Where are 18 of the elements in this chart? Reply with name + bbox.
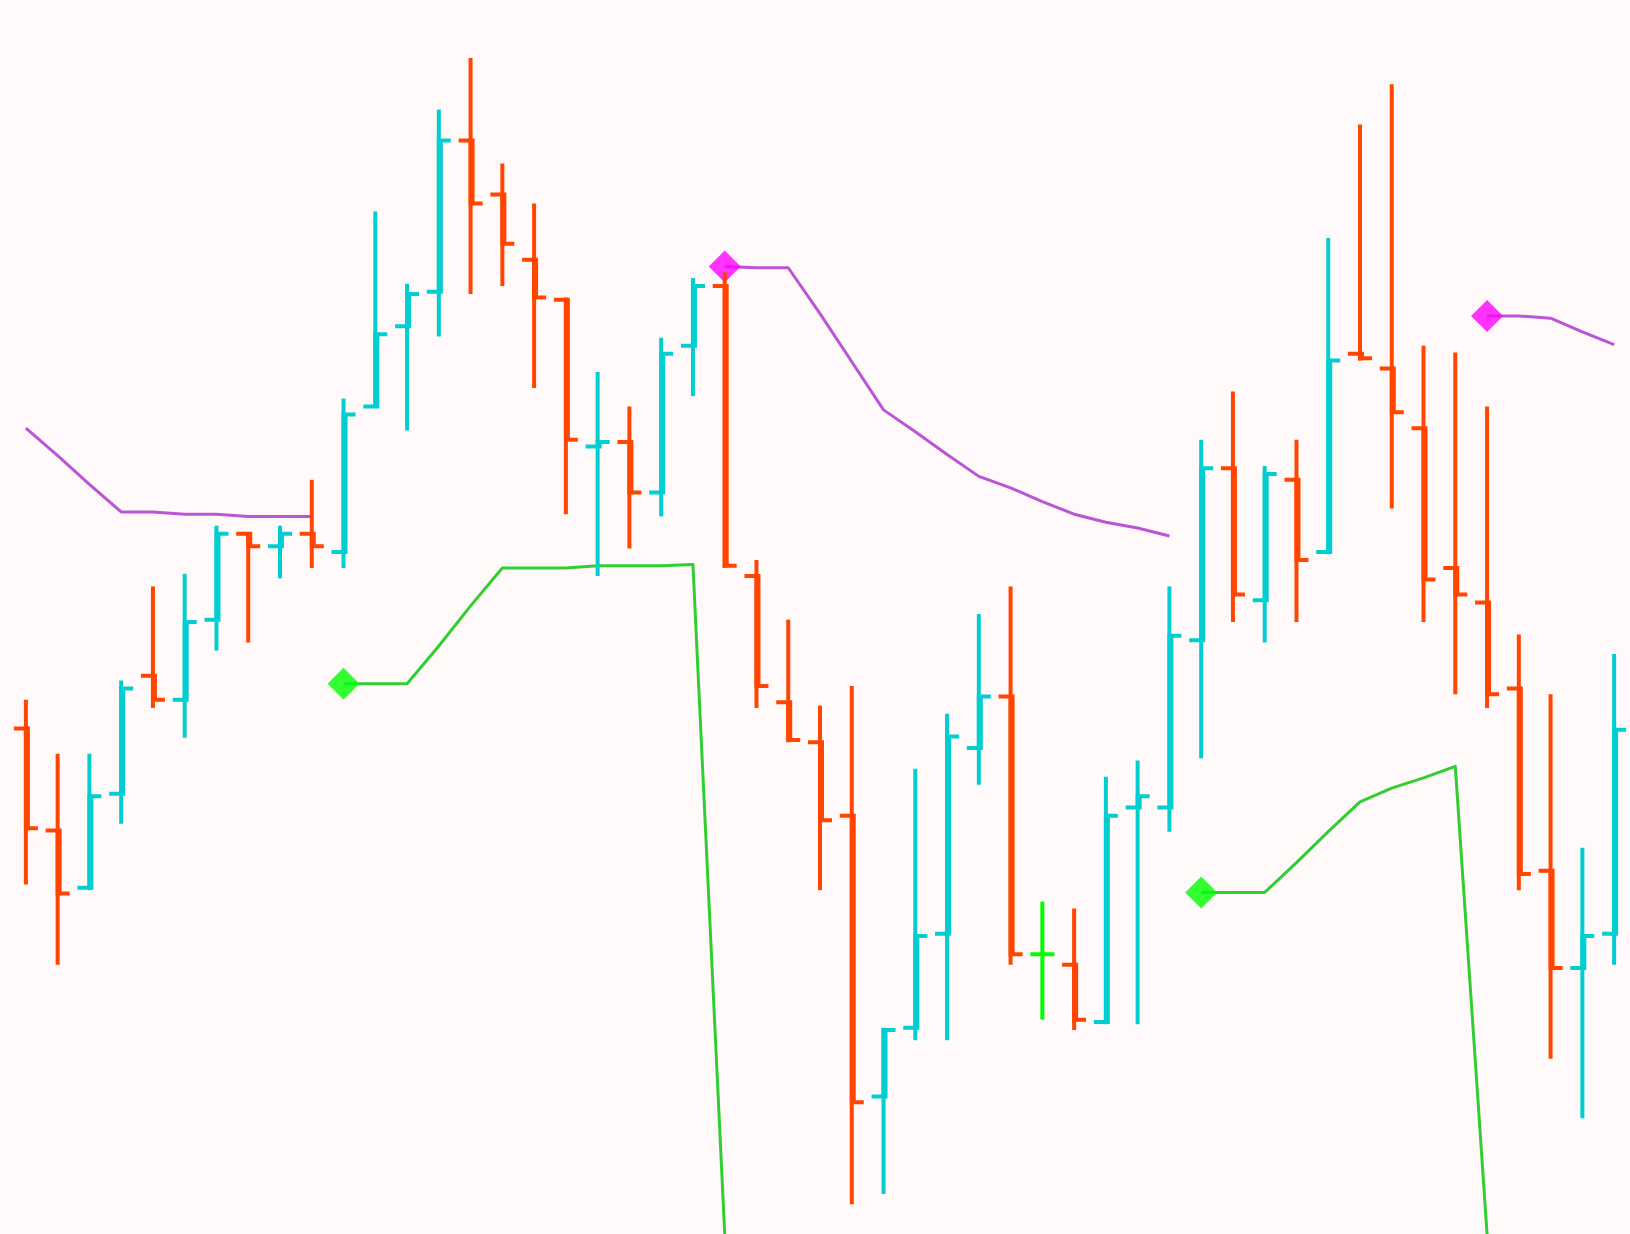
candlestick <box>1379 82 1404 511</box>
candlestick <box>1030 899 1055 1022</box>
candlestick <box>1125 758 1150 1027</box>
point <box>1471 299 1504 332</box>
candlestick <box>776 617 801 745</box>
candlestick <box>585 370 610 579</box>
candlestick <box>522 201 547 391</box>
candlestick <box>236 531 261 645</box>
candlestick <box>395 281 420 433</box>
point <box>327 667 360 700</box>
candlestick <box>140 584 165 710</box>
candlestick <box>299 477 324 571</box>
candlestick <box>1348 122 1372 363</box>
candlestick <box>268 523 292 581</box>
candlestick <box>1570 845 1595 1121</box>
point <box>1185 876 1218 909</box>
point <box>708 250 741 283</box>
candlestick <box>1443 350 1468 697</box>
